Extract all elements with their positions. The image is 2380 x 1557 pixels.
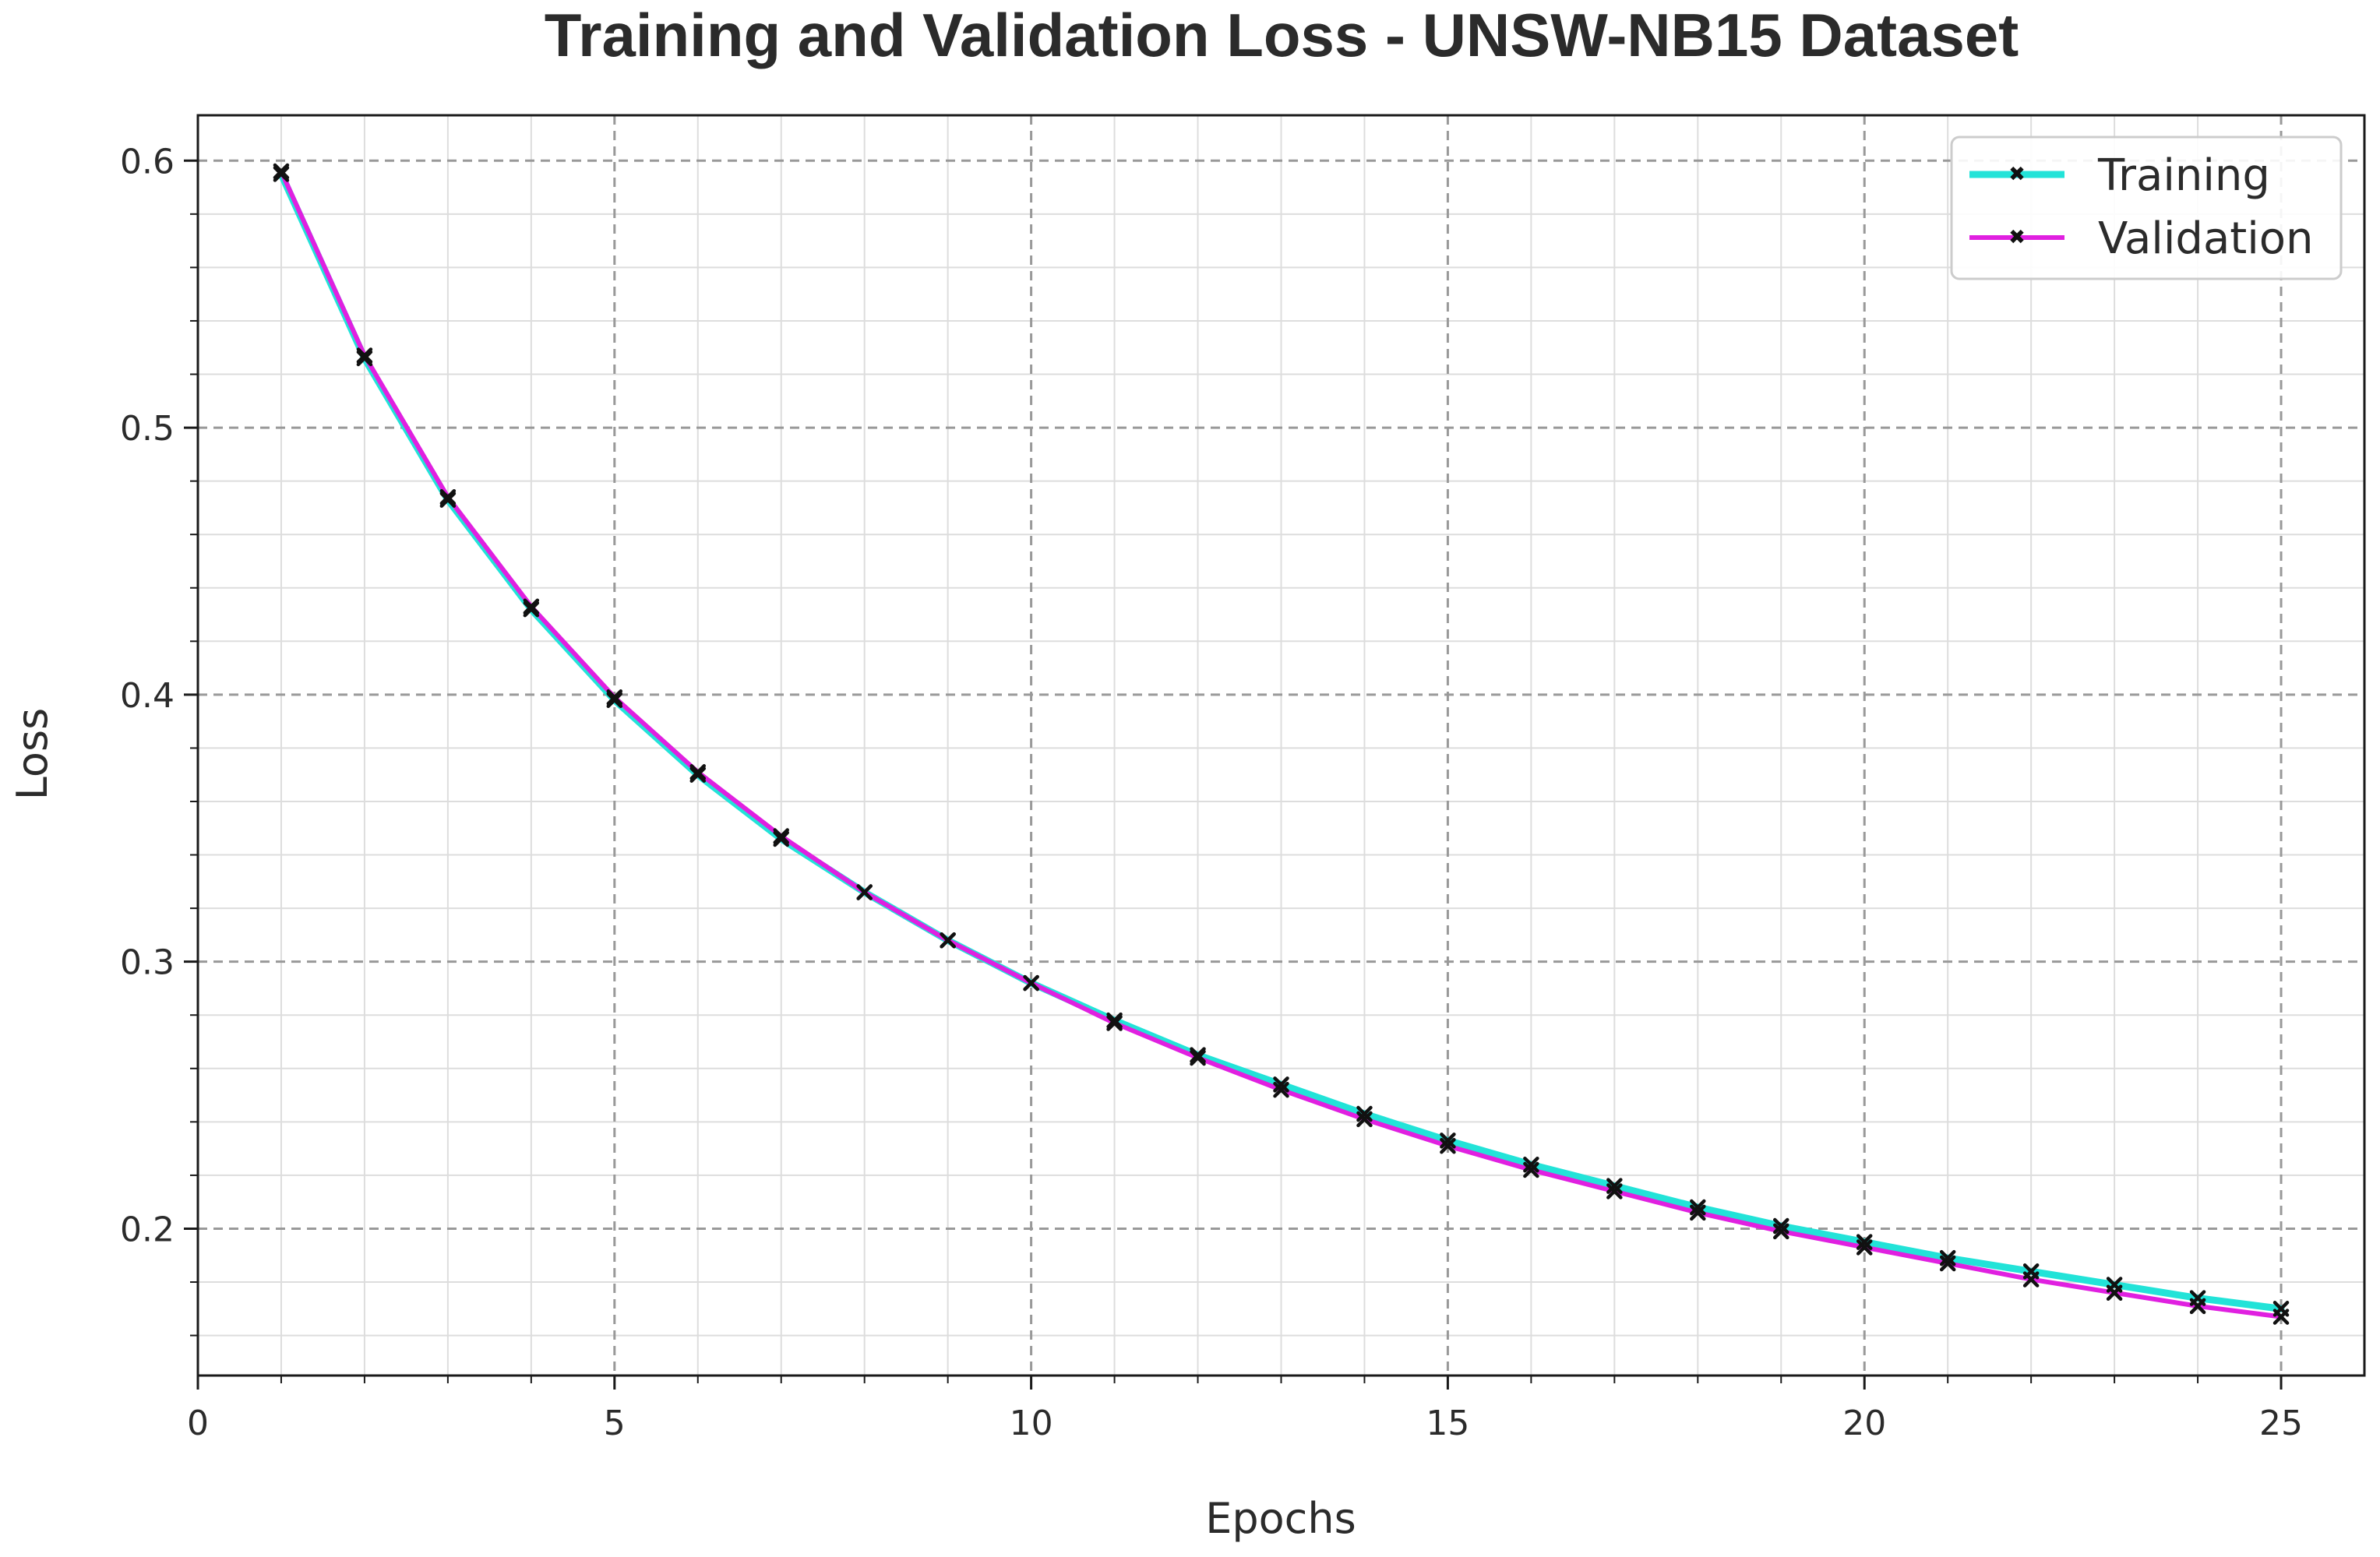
x-tick-label: 25 bbox=[2259, 1404, 2303, 1443]
data-point-validation bbox=[356, 347, 373, 364]
data-point-training bbox=[1190, 1047, 1206, 1063]
data-point-validation bbox=[1440, 1137, 1456, 1154]
data-point-validation bbox=[2106, 1284, 2123, 1301]
data-point-training bbox=[689, 766, 707, 783]
data-point-validation bbox=[2022, 1271, 2040, 1288]
data-point-training bbox=[1273, 1076, 1289, 1093]
data-point-validation bbox=[1273, 1081, 1289, 1098]
x-tick-label: 10 bbox=[1010, 1404, 1053, 1443]
data-point-validation bbox=[439, 488, 457, 505]
data-point-validation bbox=[1939, 1255, 1956, 1272]
data-point-training bbox=[1939, 1249, 1956, 1266]
legend-label-validation: Validation bbox=[2098, 213, 2314, 264]
data-point-training bbox=[1523, 1156, 1539, 1173]
data-point-training bbox=[1606, 1178, 1623, 1194]
data-point-training bbox=[273, 166, 290, 182]
y-tick-label: 0.3 bbox=[120, 943, 175, 983]
y-tick-label: 0.4 bbox=[120, 676, 175, 716]
data-point-validation bbox=[1773, 1223, 1789, 1240]
x-tick-label: 15 bbox=[1426, 1404, 1469, 1443]
data-point-validation bbox=[773, 828, 789, 844]
data-point-training bbox=[1856, 1234, 1873, 1250]
data-point-training bbox=[1356, 1105, 1373, 1122]
x-axis-label: Epochs bbox=[1205, 1494, 1356, 1543]
data-point-training bbox=[773, 830, 789, 847]
chart-title: Training and Validation Loss - UNSW-NB15… bbox=[545, 1, 2019, 69]
minor-grid bbox=[198, 115, 2364, 1376]
legend-label-training: Training bbox=[2097, 150, 2270, 201]
x-tick-label: 5 bbox=[604, 1404, 626, 1443]
data-point-validation bbox=[273, 163, 290, 180]
data-point-training bbox=[439, 491, 457, 508]
axis-ticks: 0 5 10 15 20 25 0.2 0.3 0.4 0.5 0.6 bbox=[120, 142, 2303, 1443]
legend: ✖ Training ✖ Validation bbox=[1950, 136, 2343, 280]
y-tick-label: 0.5 bbox=[120, 409, 175, 449]
data-point-training bbox=[1106, 1012, 1123, 1029]
x-tick-label: 0 bbox=[187, 1404, 209, 1443]
data-point-validation bbox=[1856, 1239, 1873, 1256]
y-tick-label: 0.2 bbox=[120, 1210, 175, 1249]
data-point-training bbox=[523, 601, 540, 618]
data-point-validation bbox=[940, 932, 956, 949]
legend-marker-training: ✖ bbox=[2008, 163, 2026, 186]
x-tick-label: 20 bbox=[1842, 1404, 1886, 1443]
data-point-training bbox=[356, 350, 373, 367]
legend-marker-validation: ✖ bbox=[2008, 226, 2026, 249]
data-point-validation bbox=[1523, 1161, 1539, 1178]
data-point-validation bbox=[689, 764, 707, 780]
data-point-validation bbox=[2272, 1309, 2290, 1325]
y-axis-label: Loss bbox=[8, 708, 57, 800]
data-point-training bbox=[606, 692, 623, 708]
data-point-validation bbox=[1606, 1183, 1623, 1199]
data-point-validation bbox=[1356, 1111, 1373, 1128]
data-point-validation bbox=[1106, 1015, 1123, 1031]
y-tick-label: 0.6 bbox=[120, 142, 175, 181]
major-grid bbox=[198, 115, 2364, 1376]
data-point-validation bbox=[1190, 1049, 1206, 1066]
data-point-validation bbox=[1690, 1204, 1706, 1221]
data-point-validation bbox=[523, 598, 540, 615]
data-point-training bbox=[1690, 1199, 1706, 1216]
data-point-training bbox=[1773, 1217, 1789, 1235]
data-point-validation bbox=[2189, 1298, 2206, 1315]
data-point-validation bbox=[856, 884, 873, 900]
data-point-training bbox=[1440, 1133, 1456, 1149]
series-group bbox=[273, 163, 2290, 1325]
data-point-validation bbox=[606, 689, 623, 706]
data-point-validation bbox=[1023, 974, 1039, 992]
